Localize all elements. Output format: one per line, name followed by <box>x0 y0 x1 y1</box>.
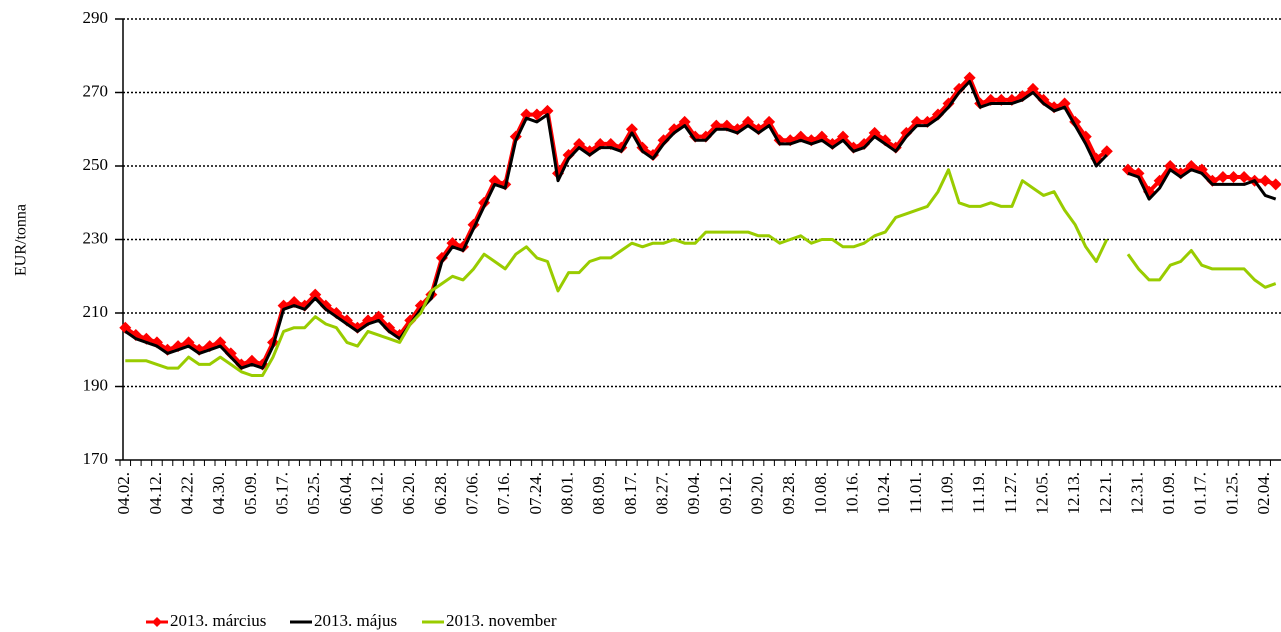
series-marker <box>1016 90 1029 103</box>
series-marker <box>1238 171 1251 184</box>
legend-label: 2013. május <box>314 611 397 630</box>
x-tick-label: 04.22. <box>178 472 197 515</box>
x-tick-label: 01.17. <box>1191 472 1210 515</box>
y-tick-label: 290 <box>83 8 109 27</box>
series-marker <box>931 108 944 121</box>
series-marker <box>1121 163 1134 176</box>
y-tick-label: 190 <box>83 375 109 394</box>
x-tick-label: 09.12. <box>716 472 735 515</box>
legend-label: 2013. március <box>170 611 266 630</box>
series-marker <box>224 347 237 360</box>
series-marker <box>836 130 849 143</box>
x-tick-label: 07.06. <box>462 472 481 515</box>
x-tick-label: 11.09. <box>937 472 956 514</box>
x-tick-label: 05.17. <box>273 472 292 515</box>
y-tick-label: 210 <box>83 302 109 321</box>
y-axis-label: EUR/tonna <box>13 204 30 276</box>
series-marker <box>794 130 807 143</box>
series-marker <box>657 134 670 147</box>
x-tick-label: 10.08. <box>811 472 830 515</box>
series-marker <box>625 123 638 136</box>
series-marker <box>678 115 691 128</box>
x-tick-label: 11.27. <box>1001 472 1020 514</box>
series-line <box>124 80 1277 370</box>
series-marker <box>446 237 459 250</box>
x-tick-label: 09.28. <box>779 472 798 515</box>
x-tick-label: 06.04. <box>336 472 355 515</box>
series-marker <box>1058 97 1071 110</box>
series-marker <box>1037 93 1050 106</box>
x-tick-label: 12.31. <box>1127 472 1146 515</box>
series-marker <box>858 137 871 150</box>
series-marker <box>1216 171 1229 184</box>
x-tick-label: 12.13. <box>1064 472 1083 515</box>
x-tick-label: 06.12. <box>367 472 386 515</box>
x-tick-label: 10.24. <box>874 472 893 515</box>
series-marker <box>1185 160 1198 172</box>
series-line <box>124 75 1277 367</box>
series-marker <box>214 336 227 349</box>
x-tick-label: 10.16. <box>842 472 861 515</box>
y-tick-label: 170 <box>83 449 109 468</box>
x-tick-label: 08.09. <box>589 472 608 515</box>
series-marker <box>488 174 501 187</box>
series-marker <box>245 354 258 367</box>
series-marker <box>868 126 881 139</box>
series-marker <box>372 310 385 323</box>
x-tick-label: 08.01. <box>557 472 576 515</box>
x-tick-label: 07.24. <box>526 472 545 515</box>
series-marker <box>1164 160 1177 172</box>
series-marker <box>383 321 396 334</box>
series-marker <box>741 115 754 128</box>
y-tick-label: 230 <box>83 228 109 247</box>
x-tick-label: 02.04. <box>1254 472 1273 515</box>
series-marker <box>573 137 586 150</box>
series-marker <box>815 130 828 143</box>
x-tick-label: 09.20. <box>747 472 766 515</box>
x-tick-label: 04.02. <box>114 472 133 515</box>
x-tick-label: 06.28. <box>431 472 450 515</box>
series-marker <box>182 336 195 349</box>
x-tick-label: 11.01. <box>906 472 925 514</box>
y-tick-label: 270 <box>83 81 109 100</box>
x-tick-label: 08.17. <box>621 472 640 515</box>
x-tick-label: 09.04. <box>684 472 703 515</box>
series-marker <box>763 115 776 128</box>
series-marker <box>953 82 966 95</box>
series-marker <box>963 71 976 84</box>
x-tick-label: 12.21. <box>1096 472 1115 515</box>
series-marker <box>288 295 301 308</box>
y-tick-label: 250 <box>83 155 109 174</box>
legend-label: 2013. november <box>446 611 557 630</box>
x-tick-label: 05.09. <box>241 472 260 515</box>
series-marker <box>562 148 575 161</box>
series-line <box>125 168 1277 377</box>
x-tick-label: 05.25. <box>304 472 323 515</box>
legend-marker <box>152 617 162 627</box>
x-tick-label: 08.27. <box>652 472 671 515</box>
series-marker <box>1100 145 1113 158</box>
x-tick-label: 01.09. <box>1159 472 1178 515</box>
x-tick-label: 04.12. <box>146 472 165 515</box>
series-marker <box>309 288 322 301</box>
x-tick-label: 07.16. <box>494 472 513 515</box>
series-marker <box>530 108 543 121</box>
x-tick-label: 04.30. <box>209 472 228 515</box>
series-marker <box>1227 171 1240 184</box>
series-marker <box>1259 174 1272 187</box>
series-marker <box>900 126 913 139</box>
series-marker <box>520 108 533 121</box>
series-marker <box>319 299 332 312</box>
x-tick-label: 01.25. <box>1222 472 1241 515</box>
series-marker <box>1026 82 1039 95</box>
series-marker <box>541 104 554 117</box>
x-tick-label: 11.19. <box>969 472 988 514</box>
series-marker <box>1269 178 1281 191</box>
x-tick-label: 12.05. <box>1032 472 1051 515</box>
x-tick-label: 06.20. <box>399 472 418 515</box>
series-marker <box>119 321 132 334</box>
